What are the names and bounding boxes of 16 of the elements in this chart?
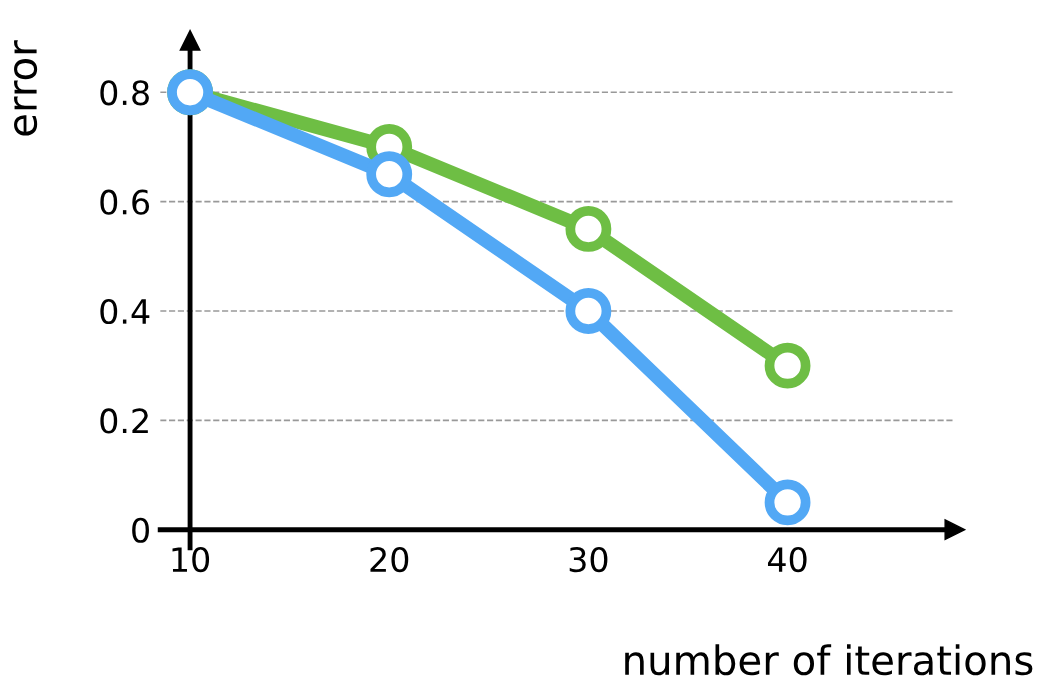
y-axis-title: error (14, 40, 38, 136)
point (764, 342, 811, 389)
x-tick-label: 10 (172, 546, 210, 573)
y-tick-label: 0.4 (100, 298, 150, 325)
x-tick-label: 30 (569, 546, 608, 573)
x-tick-label: 20 (370, 546, 409, 573)
x-tick-label: 40 (767, 546, 807, 573)
point (565, 206, 612, 252)
point (366, 151, 413, 198)
y-tick-label: 0 (132, 517, 149, 543)
y-tick-label: 0.6 (100, 189, 150, 215)
x-axis-title: number of iterations (625, 644, 1033, 676)
y-tick-label: 0.8 (100, 80, 149, 106)
y-tick-label: 0.2 (100, 408, 148, 434)
point (764, 479, 811, 526)
point (565, 288, 612, 334)
